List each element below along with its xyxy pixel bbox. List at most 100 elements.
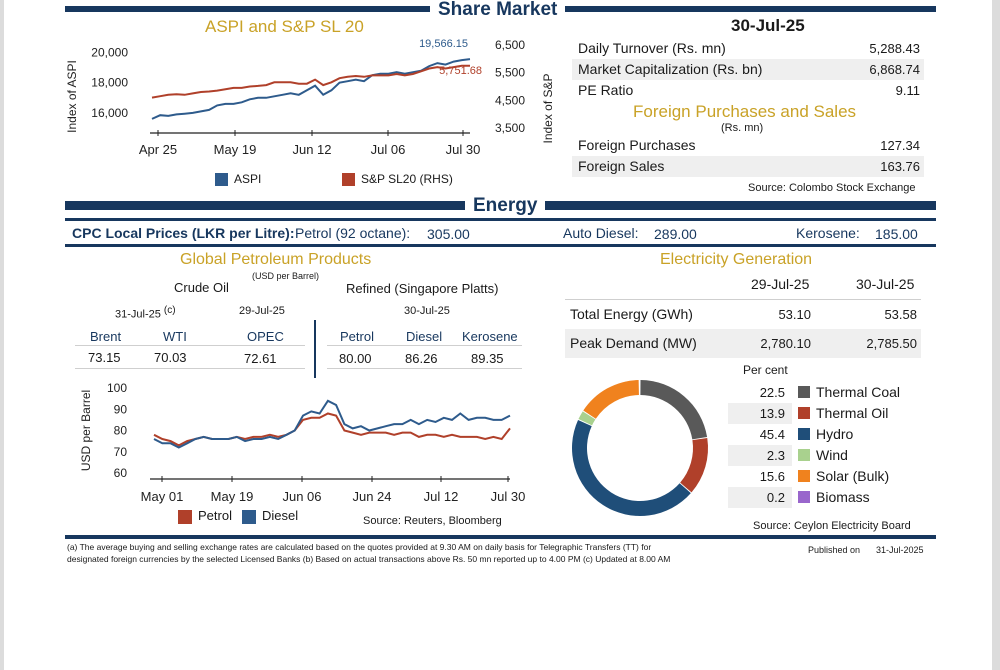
legend-value: 2.3 bbox=[766, 448, 785, 463]
oil-y-label: USD per Barrel bbox=[79, 390, 93, 471]
sp-y-tick: 6,500 bbox=[495, 38, 525, 52]
foreign-row: Foreign Purchases 127.34 bbox=[572, 135, 924, 156]
petro-rule-right bbox=[327, 345, 522, 346]
petroleum-title: Global Petroleum Products bbox=[180, 251, 372, 268]
aspi-chart: 16,000 18,000 20,000 3,500 4,500 5,500 6,500 Ap… bbox=[65, 38, 555, 157]
elec-rule bbox=[565, 299, 921, 300]
cpc-bottom-rule bbox=[65, 244, 936, 247]
legend-value: 22.5 bbox=[759, 385, 785, 400]
oil-y-tick: 60 bbox=[114, 466, 128, 480]
elec-row-v2: 2,785.50 bbox=[866, 336, 917, 351]
aspi-x-tick: Jul 06 bbox=[371, 142, 406, 157]
aspi-y-tick: 20,000 bbox=[91, 46, 128, 60]
elec-row: Peak Demand (MW) 2,780.10 2,785.50 bbox=[565, 329, 921, 358]
footer-rule bbox=[65, 535, 936, 539]
footnote-line2: designated foreign currencies by the sel… bbox=[67, 554, 671, 564]
legend-aspi: ASPI bbox=[215, 172, 261, 187]
elec-row: Total Energy (GWh) 53.10 53.58 bbox=[565, 300, 921, 329]
crude-label: Crude Oil bbox=[174, 280, 229, 295]
share-row-label: PE Ratio bbox=[578, 82, 634, 98]
donut-slice-hydro bbox=[572, 419, 691, 516]
petro-divider bbox=[314, 320, 316, 378]
value-opec: 72.61 bbox=[244, 351, 277, 366]
cpc-diesel-label: Auto Diesel: bbox=[563, 225, 639, 241]
foreign-row-value: 163.76 bbox=[880, 159, 920, 174]
share-row: Market Capitalization (Rs. bn) 6,868.74 bbox=[572, 59, 924, 80]
legend-petrol-swatch bbox=[178, 509, 192, 524]
sp-y-label: Index of S&P bbox=[541, 73, 555, 143]
oil-chart: 60 70 80 90 100 May 01 May 19 Jun 06 Jun 24 Jul 1… bbox=[79, 381, 526, 504]
petro-rule-left bbox=[75, 345, 305, 346]
oil-y-tick: 90 bbox=[114, 402, 128, 416]
sp-y-tick: 5,500 bbox=[495, 66, 525, 80]
value-diesel: 86.26 bbox=[405, 351, 438, 366]
legend-row: 2.3 Wind bbox=[728, 445, 848, 466]
header-opec: OPEC bbox=[247, 329, 284, 344]
value-brent: 73.15 bbox=[88, 350, 121, 365]
share-market-title: Share Market bbox=[430, 0, 566, 21]
petro-rule-left-bottom bbox=[75, 368, 305, 369]
cpc-top-rule bbox=[65, 218, 936, 221]
aspi-x-tick: Apr 25 bbox=[139, 142, 177, 157]
refined-date: 30-Jul-25 bbox=[404, 305, 450, 317]
percent-label: Per cent bbox=[743, 363, 788, 377]
published-label: Published on bbox=[808, 545, 861, 555]
cpc-diesel-value: 289.00 bbox=[654, 226, 697, 242]
legend-label: Biomass bbox=[816, 489, 870, 505]
diesel-line bbox=[153, 399, 511, 449]
legend-sp: S&P SL20 (RHS) bbox=[342, 172, 453, 187]
right-frame bbox=[992, 0, 1000, 670]
oil-y-tick: 70 bbox=[114, 445, 128, 459]
cpc-kerosene-label: Kerosene: bbox=[796, 225, 860, 241]
donut-slice-thermal-coal bbox=[640, 380, 708, 440]
legend-label: Thermal Coal bbox=[816, 384, 901, 400]
legend-diesel: Diesel bbox=[242, 508, 298, 524]
electricity-donut bbox=[572, 380, 708, 516]
crude-date: 31-Jul-25 (c) bbox=[115, 305, 176, 321]
aspi-y-tick: 16,000 bbox=[91, 106, 128, 120]
foreign-row-label: Foreign Purchases bbox=[578, 137, 696, 153]
elec-table: Total Energy (GWh) 53.10 53.58 Peak Dema… bbox=[565, 300, 921, 358]
electricity-legend: 22.5 Thermal Coal 13.9 Thermal Oil 45.4 Hydro… bbox=[728, 382, 928, 508]
aspi-y-label: Index of ASPI bbox=[65, 60, 79, 133]
petroleum-unit: (USD per Barrel) bbox=[252, 271, 320, 281]
legend-swatch bbox=[798, 470, 810, 482]
crude-date-note: (c) bbox=[163, 305, 176, 316]
legend-label: Solar (Bulk) bbox=[816, 468, 890, 484]
oil-x-tick: Jul 30 bbox=[491, 489, 526, 504]
legend-label: Thermal Oil bbox=[816, 405, 889, 421]
elec-col2: 30-Jul-25 bbox=[856, 276, 915, 292]
header-diesel: Diesel bbox=[406, 329, 443, 344]
aspi-chart-title: ASPI and S&P SL 20 bbox=[205, 17, 364, 36]
donut-slice-wind bbox=[578, 411, 596, 426]
cpc-petrol-label: Petrol (92 octane): bbox=[295, 225, 411, 241]
aspi-x-tick: Jul 30 bbox=[446, 142, 481, 157]
left-frame bbox=[0, 0, 4, 670]
legend-row: 22.5 Thermal Coal bbox=[728, 382, 928, 403]
foreign-title: Foreign Purchases and Sales bbox=[633, 102, 857, 121]
opec-date: 29-Jul-25 bbox=[239, 305, 285, 317]
legend-value: 45.4 bbox=[759, 427, 785, 442]
foreign-row-value: 127.34 bbox=[880, 138, 920, 153]
legend-row: 45.4 Hydro bbox=[728, 424, 928, 445]
legend-row: 0.2 Biomass bbox=[728, 487, 870, 508]
share-row-label: Daily Turnover (Rs. mn) bbox=[578, 40, 726, 56]
legend-value: 15.6 bbox=[759, 469, 785, 484]
foreign-row-label: Foreign Sales bbox=[578, 158, 665, 174]
oil-y-tick: 100 bbox=[107, 381, 127, 395]
header-kerosene: Kerosene bbox=[462, 329, 518, 344]
elec-row-label: Total Energy (GWh) bbox=[570, 306, 693, 322]
footnote-line1: (a) The average buying and selling excha… bbox=[67, 542, 652, 552]
elec-row-label: Peak Demand (MW) bbox=[570, 335, 697, 351]
aspi-end-label: 19,566.15 bbox=[419, 38, 468, 50]
legend-sp-swatch bbox=[342, 173, 355, 187]
aspi-line bbox=[151, 58, 471, 120]
legend-diesel-swatch bbox=[242, 509, 256, 524]
legend-swatch bbox=[798, 449, 810, 461]
legend-swatch bbox=[798, 386, 810, 398]
aspi-x-tick: May 19 bbox=[214, 142, 257, 157]
share-row: PE Ratio 9.11 bbox=[572, 80, 924, 101]
petroleum-source: Source: Reuters, Bloomberg bbox=[363, 515, 502, 527]
aspi-y-tick: 18,000 bbox=[91, 76, 128, 90]
header-petrol: Petrol bbox=[340, 329, 374, 344]
